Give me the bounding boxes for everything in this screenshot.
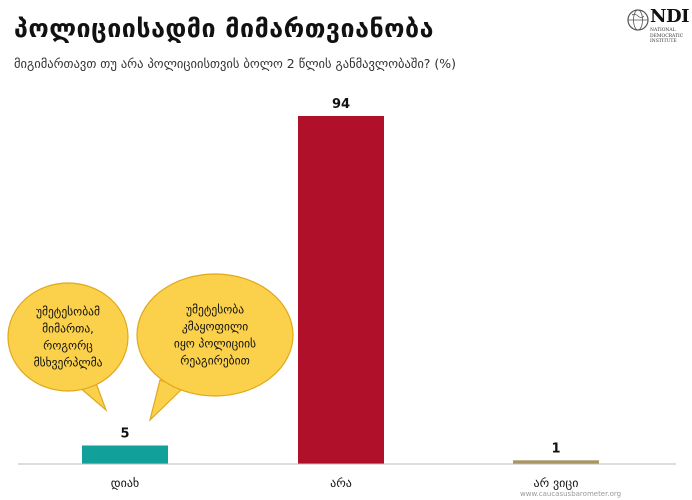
bubble-text-line: კმაყოფილი xyxy=(182,320,248,334)
x-tick-label-3: არ ვიცი xyxy=(534,476,579,490)
labels-group: 5 დიახ 94 არა 1 არ ვიცი xyxy=(111,97,579,490)
x-tick-label-1: დიახ xyxy=(111,476,139,490)
ndi-logo: NDI NATIONAL DEMOCRATIC INSTITUTE xyxy=(626,6,689,54)
data-label-3: 1 xyxy=(551,441,560,456)
data-label-2: 94 xyxy=(332,97,350,112)
page-subtitle: მიგიმართავთ თუ არა პოლიციისთვის ბოლო 2 წ… xyxy=(14,56,457,71)
data-label-1: 5 xyxy=(120,426,129,441)
bar-3 xyxy=(513,460,599,464)
annotation-bubble-1: უმეტესობამ მიმართა, როგორც მსხვერპლმა xyxy=(7,282,129,412)
bubble-text-line: იყო პოლიციის xyxy=(174,337,256,351)
footer-url: www.caucasusbarometer.org xyxy=(520,490,622,498)
bars-group xyxy=(82,116,599,464)
bubble-text-line: როგორც xyxy=(43,339,93,353)
bubble-text-line: უმეტესობა xyxy=(186,303,244,317)
page-title: პოლიციისადმი მიმართვიანობა xyxy=(14,14,434,43)
bubble-text-line: მსხვერპლმა xyxy=(34,356,103,370)
bubble-text-line: მიმართა, xyxy=(42,322,94,336)
bubble-text-line: რეაგირებით xyxy=(180,354,250,368)
globe-icon xyxy=(627,9,649,31)
bar-1 xyxy=(82,445,168,464)
annotation-bubbles: უმეტესობამმიმართა,როგორცმსხვერპლმაუმეტეს… xyxy=(7,273,294,422)
annotation-bubble-2: უმეტესობა კმაყოფილი იყო პოლიციის რეაგირებით xyxy=(136,273,294,422)
bubble-shape xyxy=(7,282,129,392)
logo-subtext: NATIONAL DEMOCRATIC INSTITUTE xyxy=(650,28,684,44)
logo-name: NDI xyxy=(650,6,689,27)
bubble-text-line: უმეტესობამ xyxy=(36,305,100,319)
x-tick-label-2: არა xyxy=(330,476,352,490)
bubble-shape xyxy=(136,273,294,397)
bar-2 xyxy=(298,116,384,464)
